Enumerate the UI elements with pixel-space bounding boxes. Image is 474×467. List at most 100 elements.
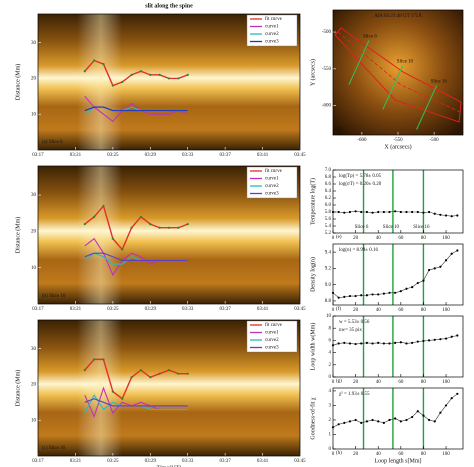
- data-point: [365, 210, 369, 214]
- data-point: [360, 421, 363, 424]
- legend-label: curve1: [265, 331, 279, 336]
- data-point: [149, 223, 152, 226]
- data-point: [158, 73, 161, 76]
- y-axis-label: Distance (Mm): [14, 64, 21, 101]
- data-point: [382, 342, 385, 345]
- x-tick-label: 03:37: [219, 459, 231, 464]
- loop-spine: [337, 31, 461, 113]
- y-tick-label: 6.0: [325, 203, 332, 208]
- data-point: [343, 295, 346, 298]
- panel-label: (a) Slice 6: [42, 140, 63, 145]
- plot-frame: [332, 387, 464, 450]
- data-point: [427, 210, 431, 214]
- plot-bg: [333, 170, 463, 233]
- data-point: [444, 337, 448, 340]
- data-point: [388, 291, 391, 294]
- data-point: [394, 341, 397, 344]
- data-point: [365, 420, 369, 423]
- y-tick-label: 3: [329, 404, 332, 409]
- y-tick-label: 10: [326, 314, 332, 319]
- data-point: [186, 372, 189, 375]
- data-point: [111, 390, 114, 393]
- data-point: [456, 249, 459, 252]
- data-point: [388, 418, 391, 422]
- data-point: [130, 73, 133, 76]
- x-tick-label: 03:33: [182, 153, 194, 158]
- data-point: [382, 210, 385, 214]
- annotation: χ² = 1.93± 0.55: [339, 391, 370, 397]
- chart-title: slit along the spine: [145, 3, 193, 9]
- y-axis-label: Distance (Mm): [14, 217, 21, 254]
- data-point: [439, 213, 442, 216]
- x-tick-label: 03:25: [107, 153, 119, 158]
- x-tick-label: -600: [357, 138, 367, 143]
- slice-line: [416, 85, 438, 130]
- x-tick-label: -500: [430, 138, 440, 143]
- data-point: [121, 80, 124, 84]
- data-point: [360, 342, 363, 345]
- panel-label: (c) Slice 16: [42, 446, 66, 451]
- data-point: [427, 268, 431, 272]
- data-point: [427, 418, 431, 422]
- data-point: [422, 279, 425, 282]
- data-point: [102, 63, 105, 66]
- curve: [84, 252, 188, 261]
- y-tick-label: 4: [329, 389, 332, 394]
- data-point: [456, 334, 459, 337]
- x-tick-label: 03:17: [32, 153, 44, 158]
- slice-label: Slice 16: [431, 80, 448, 85]
- data-point: [399, 290, 402, 293]
- data-point: [343, 341, 346, 344]
- data-point: [377, 420, 380, 423]
- data-point: [394, 291, 397, 294]
- data-point: [377, 210, 380, 214]
- x-tick-label: 80: [421, 308, 427, 313]
- data-point: [411, 286, 414, 289]
- x-tick-label: 03:21: [70, 307, 82, 312]
- data-point: [450, 252, 453, 255]
- data-point: [139, 70, 143, 73]
- data-point: [158, 372, 161, 375]
- x-tick-label: 60: [398, 380, 404, 385]
- data-point: [456, 392, 459, 395]
- data-point: [422, 339, 425, 343]
- x-tick-label: 60: [398, 308, 404, 313]
- legend-label: fit curve: [265, 169, 283, 174]
- data-point: [439, 411, 442, 414]
- data-point: [354, 294, 357, 298]
- y-tick-label: 0: [329, 447, 332, 452]
- curve: [84, 358, 188, 400]
- y-tick-label: 6: [329, 339, 332, 344]
- data-point: [433, 267, 436, 270]
- legend-label: curve2: [265, 184, 279, 189]
- annotation: nw= 35 pix: [339, 328, 362, 333]
- x-tick-label: 20: [353, 236, 359, 241]
- curve: [84, 95, 188, 123]
- data-point: [111, 237, 114, 240]
- data-point: [337, 342, 340, 345]
- x-tick-label: 80: [421, 380, 427, 385]
- y-tick-label: 10: [31, 112, 37, 117]
- annotation: log(n) = 8.99± 0.16: [339, 248, 379, 253]
- panel-label: (e): [336, 235, 342, 240]
- data-point: [439, 265, 442, 268]
- data-point: [371, 418, 374, 422]
- curve: [84, 204, 188, 251]
- x-tick-label: 03:33: [182, 459, 194, 464]
- data-point: [177, 226, 180, 229]
- legend-label: fit curve: [265, 323, 283, 328]
- x-tick-label: -550: [393, 138, 403, 143]
- panel-label: (g): [336, 379, 342, 384]
- x-tick-label: 20: [353, 308, 359, 313]
- x-tick-label: 03:33: [182, 307, 194, 312]
- y-tick-label: 8.8: [325, 299, 332, 304]
- y-tick-label: 10: [31, 418, 37, 423]
- data-point: [102, 204, 105, 208]
- data-point: [394, 210, 397, 213]
- panel-label: (f): [336, 307, 341, 312]
- plot-frame: [332, 9, 464, 136]
- annotation: w = 5.53± 0.56: [339, 320, 370, 325]
- y-axis-label: Loop width w(Mm): [309, 323, 316, 371]
- y-tick-label: 20: [31, 230, 37, 235]
- plot-frame: [37, 165, 301, 305]
